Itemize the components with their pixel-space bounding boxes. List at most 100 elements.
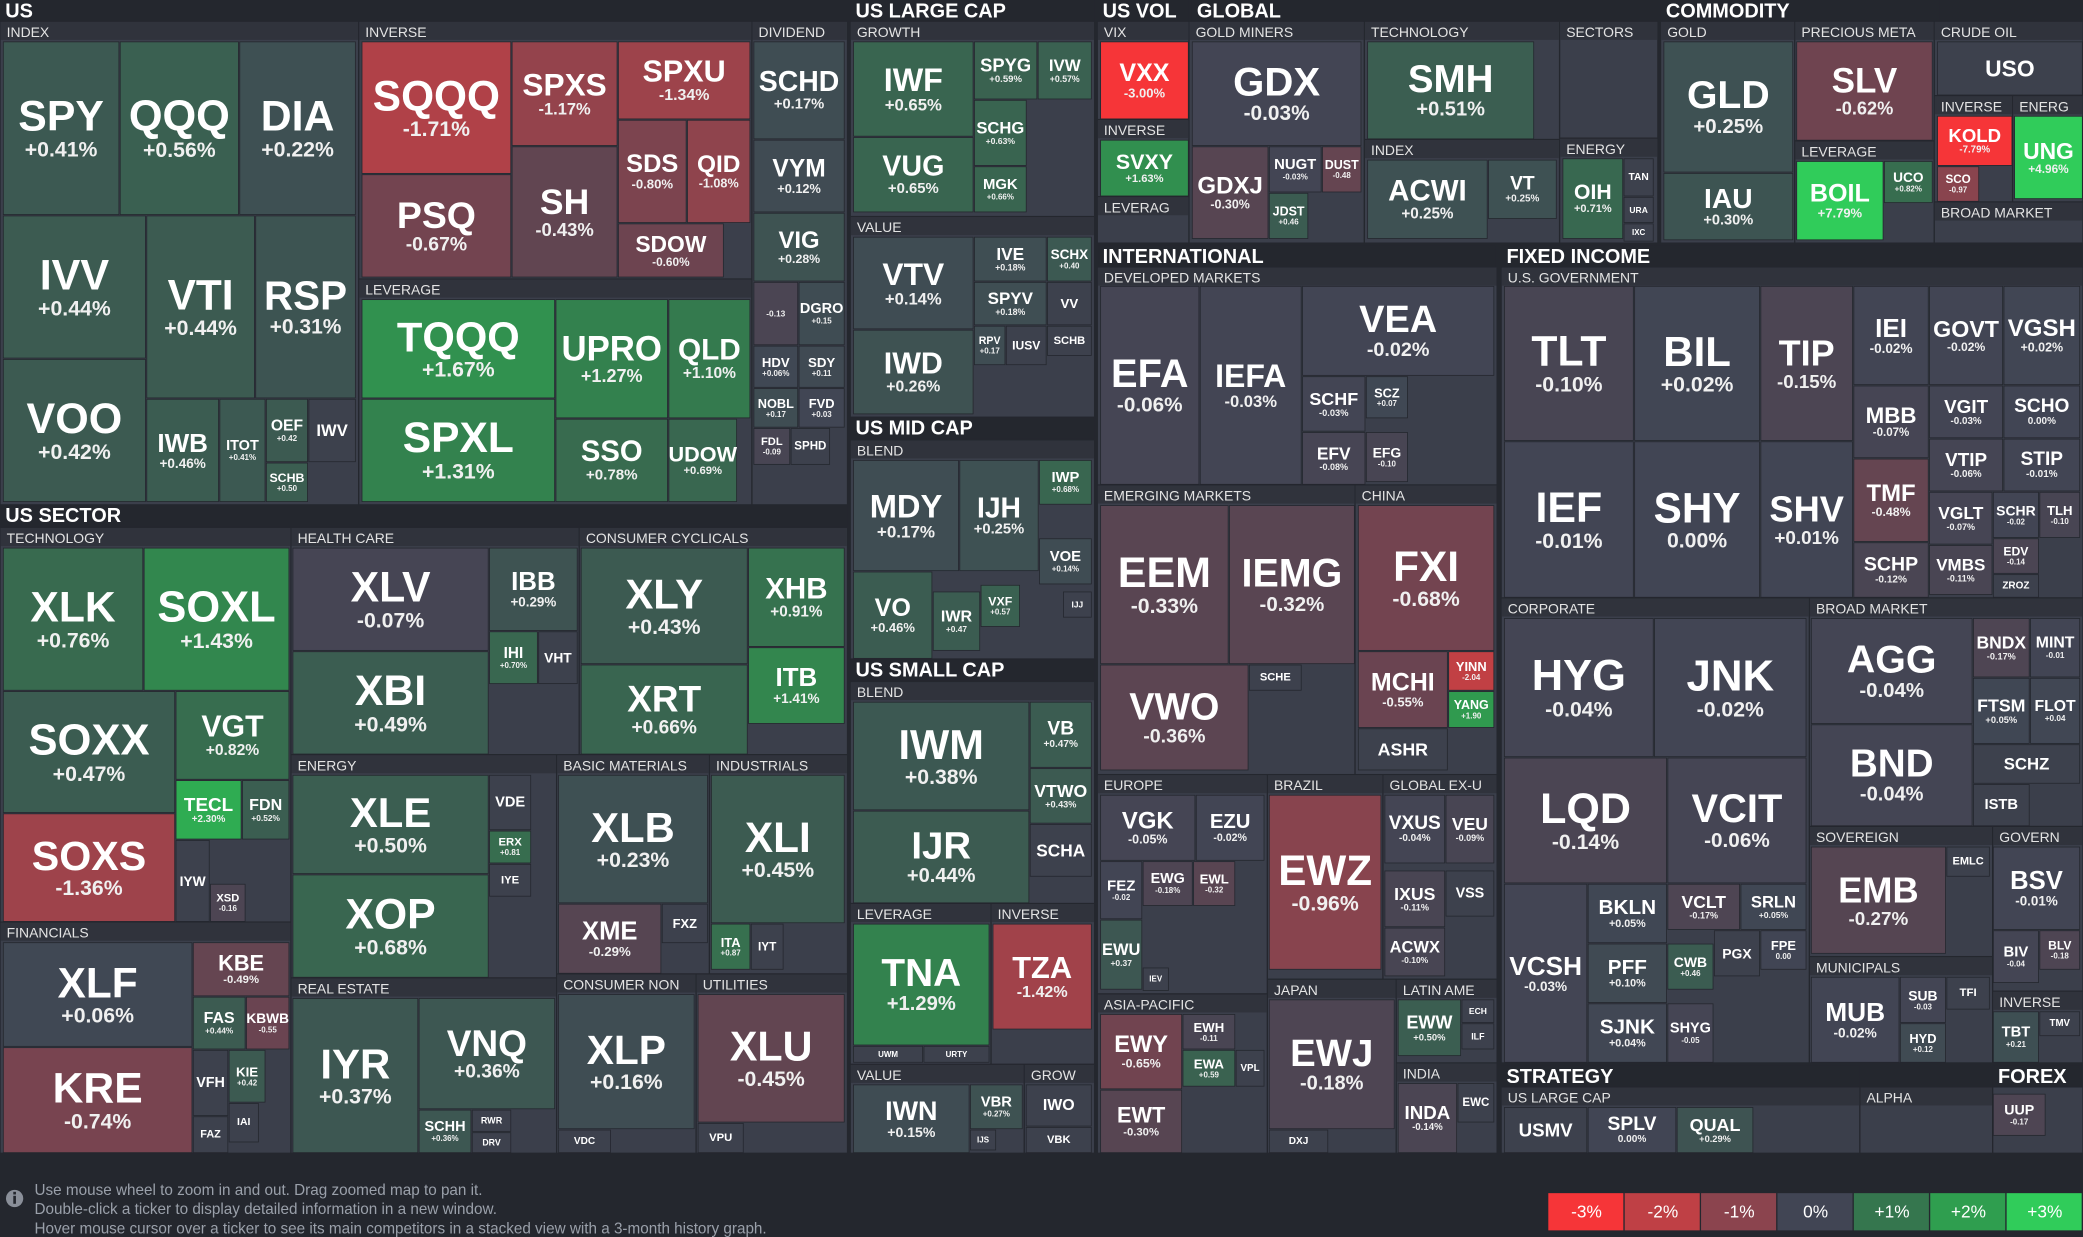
ticker-tile[interactable] [2030, 677, 2081, 744]
ticker-tile[interactable] [1005, 325, 1047, 366]
ticker-tile[interactable] [1100, 861, 1143, 920]
ticker-tile[interactable] [1946, 976, 1990, 1010]
ticker-tile[interactable] [970, 1084, 1023, 1130]
ticker-tile[interactable] [1853, 285, 1929, 386]
ticker-tile[interactable] [1623, 158, 1654, 197]
ticker-tile[interactable] [753, 212, 845, 282]
ticker-tile[interactable] [1047, 236, 1092, 282]
ticker-tile[interactable] [1397, 999, 1462, 1057]
ticker-tile[interactable] [558, 994, 695, 1130]
ticker-tile[interactable] [361, 174, 512, 278]
ticker-tile[interactable] [1504, 1107, 1588, 1154]
ticker-tile[interactable] [1992, 846, 2081, 930]
ticker-tile[interactable] [2, 41, 120, 215]
ticker-tile[interactable] [1667, 757, 1807, 884]
ticker-tile[interactable] [1929, 385, 2004, 439]
ticker-tile[interactable] [1268, 146, 1322, 193]
ticker-tile[interactable] [853, 571, 933, 659]
ticker-tile[interactable] [1100, 505, 1229, 665]
ticker-tile[interactable] [1384, 794, 1446, 864]
ticker-tile[interactable] [1384, 927, 1446, 977]
ticker-tile[interactable] [2, 547, 144, 691]
ticker-tile[interactable] [753, 345, 799, 388]
ticker-tile[interactable] [1667, 883, 1740, 930]
ticker-tile[interactable] [1937, 166, 1980, 202]
ticker-tile[interactable] [1504, 883, 1588, 1063]
ticker-tile[interactable] [1100, 41, 1189, 120]
ticker-tile[interactable] [361, 398, 556, 502]
ticker-tile[interactable] [1929, 438, 2004, 492]
ticker-tile[interactable] [2039, 491, 2081, 538]
ticker-tile[interactable] [175, 780, 242, 840]
ticker-tile[interactable] [1667, 943, 1714, 990]
ticker-tile[interactable] [1853, 458, 1929, 542]
ticker-tile[interactable] [210, 883, 246, 922]
ticker-tile[interactable] [1302, 285, 1495, 376]
ticker-tile[interactable] [2003, 438, 2081, 492]
ticker-tile[interactable] [1937, 115, 2013, 166]
ticker-tile[interactable] [361, 41, 512, 174]
ticker-tile[interactable] [1367, 159, 1488, 239]
ticker-tile[interactable] [489, 863, 532, 897]
ticker-tile[interactable] [1504, 757, 1667, 884]
ticker-tile[interactable] [853, 329, 974, 415]
ticker-tile[interactable] [511, 146, 618, 278]
ticker-tile[interactable] [489, 774, 532, 831]
ticker-tile[interactable] [1992, 930, 2039, 983]
ticker-tile[interactable] [661, 903, 708, 944]
ticker-tile[interactable] [1182, 1049, 1236, 1087]
ticker-tile[interactable] [1142, 967, 1169, 991]
ticker-tile[interactable] [558, 774, 708, 904]
ticker-tile[interactable] [292, 651, 489, 755]
ticker-tile[interactable] [1973, 618, 2030, 678]
ticker-tile[interactable] [2, 813, 176, 922]
ticker-tile[interactable] [923, 1045, 990, 1063]
ticker-tile[interactable] [1100, 139, 1189, 197]
ticker-tile[interactable] [555, 418, 668, 502]
ticker-tile[interactable] [932, 591, 981, 651]
ticker-tile[interactable] [1504, 618, 1654, 758]
ticker-tile[interactable] [175, 839, 210, 922]
ticker-tile[interactable] [1853, 385, 1929, 459]
ticker-tile[interactable] [1667, 1003, 1714, 1063]
ticker-tile[interactable] [617, 223, 724, 278]
ticker-tile[interactable] [790, 428, 831, 465]
ticker-tile[interactable] [753, 139, 845, 213]
ticker-tile[interactable] [555, 299, 668, 419]
ticker-tile[interactable] [1268, 192, 1309, 239]
ticker-tile[interactable] [1663, 172, 1794, 241]
ticker-tile[interactable] [753, 281, 799, 346]
ticker-tile[interactable] [471, 1109, 512, 1132]
ticker-tile[interactable] [1457, 1083, 1495, 1123]
ticker-tile[interactable] [1357, 505, 1495, 651]
ticker-tile[interactable] [1249, 664, 1302, 691]
ticker-tile[interactable] [2030, 618, 2081, 678]
ticker-tile[interactable] [2, 942, 193, 1047]
ticker-tile[interactable] [1037, 41, 1092, 100]
ticker-tile[interactable] [1448, 651, 1495, 691]
ticker-tile[interactable] [192, 1049, 229, 1116]
ticker-tile[interactable] [2003, 385, 2081, 439]
ticker-tile[interactable] [1562, 158, 1624, 239]
ticker-tile[interactable] [1883, 161, 1933, 204]
ticker-tile[interactable] [1654, 618, 1807, 758]
ticker-tile[interactable] [292, 998, 419, 1154]
ticker-tile[interactable] [1587, 1003, 1667, 1063]
ticker-tile[interactable] [970, 1129, 997, 1151]
ticker-tile[interactable] [1676, 1107, 1754, 1154]
ticker-tile[interactable] [853, 810, 1030, 904]
ticker-tile[interactable] [1760, 930, 1807, 970]
ticker-tile[interactable] [1973, 744, 2081, 784]
ticker-tile[interactable] [538, 631, 578, 685]
ticker-tile[interactable] [1796, 41, 1933, 141]
ticker-tile[interactable] [1929, 491, 1993, 545]
ticker-tile[interactable] [1029, 701, 1092, 768]
ticker-tile[interactable] [1461, 999, 1495, 1023]
ticker-tile[interactable] [146, 215, 255, 399]
ticker-tile[interactable] [710, 774, 845, 924]
ticker-tile[interactable] [219, 398, 266, 502]
ticker-tile[interactable] [1929, 285, 2004, 386]
ticker-tile[interactable] [471, 1132, 512, 1154]
ticker-tile[interactable] [580, 547, 748, 665]
ticker-tile[interactable] [1992, 574, 2039, 598]
